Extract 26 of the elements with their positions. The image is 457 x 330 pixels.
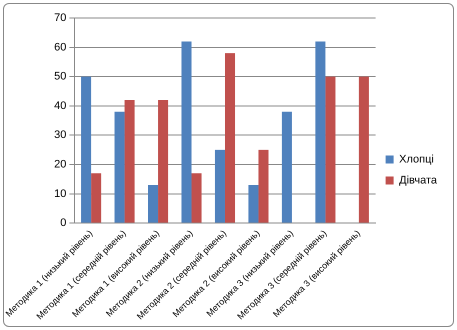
bar <box>124 100 135 223</box>
bar <box>315 41 326 223</box>
y-tick-label: 10 <box>54 188 66 200</box>
bar <box>258 150 269 223</box>
bar <box>148 185 158 223</box>
bar <box>214 150 225 223</box>
legend-label: Хлопці <box>399 154 434 166</box>
bar <box>158 100 168 223</box>
y-tick-label: 0 <box>60 217 66 230</box>
y-tick-label: 60 <box>54 41 66 54</box>
bar <box>248 185 258 223</box>
y-tick-label: 50 <box>54 70 66 83</box>
bar <box>91 173 102 223</box>
bar <box>181 41 192 223</box>
bar <box>224 53 236 223</box>
legend-label: Дівчата <box>399 174 438 187</box>
bar <box>282 112 292 223</box>
bar <box>192 173 202 223</box>
y-tick-label: 70 <box>54 12 66 24</box>
y-tick-label: 20 <box>54 158 66 171</box>
bar <box>358 76 369 223</box>
bar <box>325 76 336 223</box>
bar <box>114 112 125 223</box>
y-tick-label: 40 <box>54 100 66 112</box>
bar <box>81 76 92 223</box>
y-tick-label: 30 <box>54 129 66 142</box>
